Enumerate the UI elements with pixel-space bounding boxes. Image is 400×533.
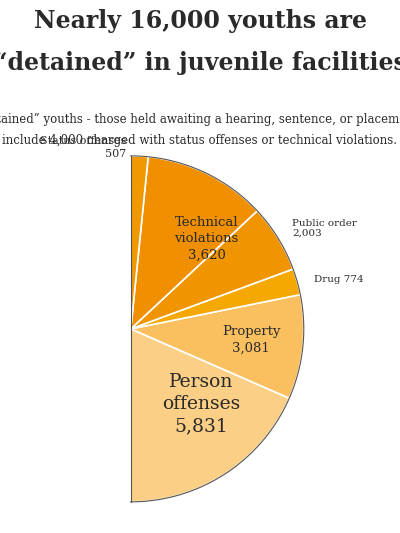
Text: Person
offenses
5,831: Person offenses 5,831 xyxy=(162,373,240,435)
Wedge shape xyxy=(131,295,304,398)
Text: include 4,000 charged with status offenses or technical violations.: include 4,000 charged with status offens… xyxy=(2,134,398,147)
Text: Property
3,081: Property 3,081 xyxy=(222,326,280,354)
Text: Status offenses
507: Status offenses 507 xyxy=(40,136,126,159)
Wedge shape xyxy=(131,157,257,329)
Wedge shape xyxy=(131,329,289,502)
Text: “Detained” youths - those held awaiting a hearing, sentence, or placement -: “Detained” youths - those held awaiting … xyxy=(0,112,400,126)
Text: Drug 774: Drug 774 xyxy=(314,275,364,284)
Wedge shape xyxy=(131,211,293,329)
Text: “detained” in juvenile facilities: “detained” in juvenile facilities xyxy=(0,51,400,75)
Text: Public order
2,003: Public order 2,003 xyxy=(292,219,357,238)
Wedge shape xyxy=(131,269,300,329)
Text: Technical
violations
3,620: Technical violations 3,620 xyxy=(174,216,239,262)
Wedge shape xyxy=(131,156,148,329)
Text: Nearly 16,000 youths are: Nearly 16,000 youths are xyxy=(34,9,366,33)
